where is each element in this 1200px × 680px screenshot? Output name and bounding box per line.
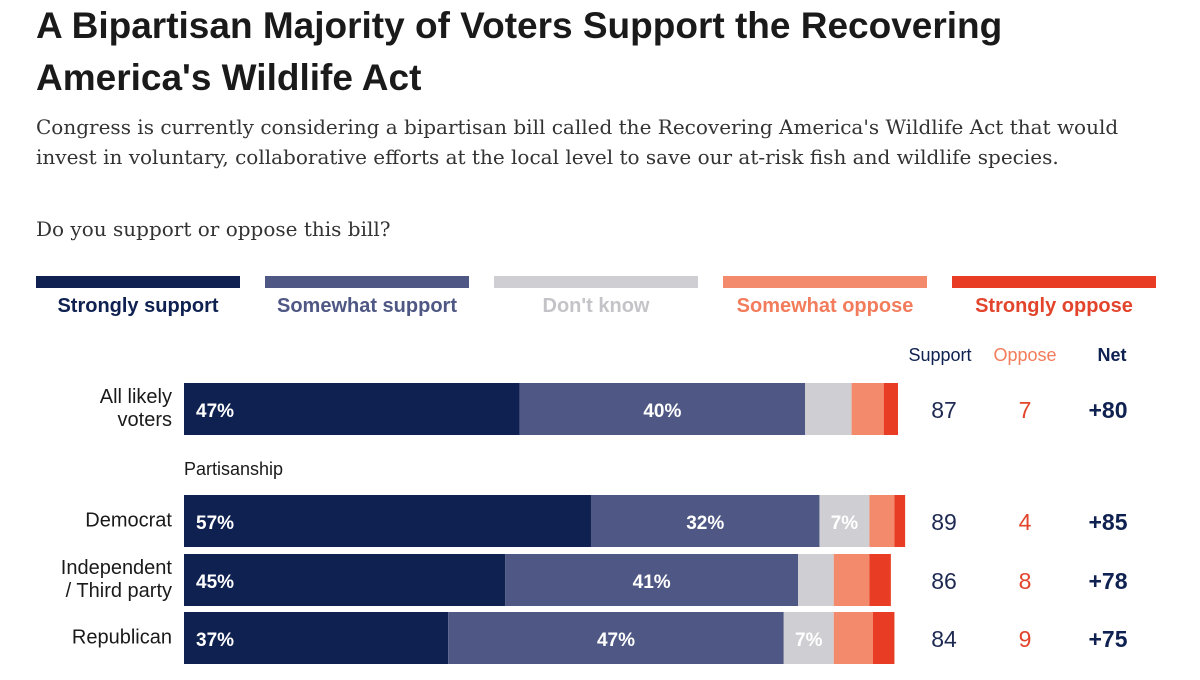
legend-label-somewhat-support: Somewhat support <box>276 295 457 317</box>
support-value-republican: 84 <box>931 626 957 652</box>
net-value-independent-third-party: +78 <box>1088 568 1127 594</box>
oppose-value-republican: 9 <box>1019 626 1032 652</box>
data-label-independent-third-party-strongly-support: 45% <box>196 572 234 593</box>
row-label-democrat: Democrat <box>85 510 172 532</box>
row-label-all-likely-voters: All likely voters <box>100 386 172 431</box>
net-value-all-likely-voters: +80 <box>1088 397 1127 423</box>
legend-swatch-strongly-support <box>36 276 240 288</box>
data-label-democrat-don-t-know: 7% <box>831 513 859 534</box>
column-header-support: Support <box>908 345 972 365</box>
data-label-all-likely-voters-strongly-support: 47% <box>196 401 234 422</box>
data-label-republican-strongly-support: 37% <box>196 630 234 651</box>
bar-all-likely-voters-don-t-know <box>805 383 852 435</box>
column-header-net: Net <box>1097 345 1127 365</box>
bar-republican-somewhat-oppose <box>833 612 874 664</box>
data-label-independent-third-party-somewhat-support: 41% <box>633 572 671 593</box>
chart-subtitle: Congress is currently considering a bipa… <box>36 115 1119 169</box>
legend-label-somewhat-oppose: Somewhat oppose <box>736 295 914 317</box>
legend-swatch-somewhat-oppose <box>723 276 927 288</box>
oppose-value-democrat: 4 <box>1019 509 1032 535</box>
row-label-independent-third-party: Independent / Third party <box>61 557 173 602</box>
data-label-republican-somewhat-support: 47% <box>597 630 635 651</box>
bar-democrat-somewhat-support <box>590 495 820 547</box>
bar-republican-don-t-know <box>783 612 834 664</box>
bar-all-likely-voters-strongly-support <box>184 383 520 435</box>
bar-democrat-strongly-support <box>184 495 591 547</box>
bar-democrat-don-t-know <box>819 495 870 547</box>
data-label-republican-don-t-know: 7% <box>795 630 823 651</box>
column-header-oppose: Oppose <box>993 345 1057 365</box>
bar-independent-third-party-somewhat-support <box>505 554 799 606</box>
legend-swatch-somewhat-support <box>265 276 469 288</box>
data-label-all-likely-voters-somewhat-support: 40% <box>643 401 681 422</box>
bar-all-likely-voters-somewhat-oppose <box>851 383 884 435</box>
support-value-all-likely-voters: 87 <box>931 397 957 423</box>
survey-question: Do you support or oppose this bill? <box>36 217 391 241</box>
bar-all-likely-voters-somewhat-support <box>519 383 806 435</box>
legend-swatch-strongly-oppose <box>952 276 1156 288</box>
bar-all-likely-voters-strongly-oppose <box>883 383 898 435</box>
net-value-republican: +75 <box>1088 626 1127 652</box>
net-value-democrat: +85 <box>1088 509 1127 535</box>
oppose-value-independent-third-party: 8 <box>1019 568 1032 594</box>
bar-independent-third-party-strongly-oppose <box>869 554 891 606</box>
bar-republican-strongly-oppose <box>873 612 895 664</box>
support-value-democrat: 89 <box>931 509 957 535</box>
section-label-partisanship: Partisanship <box>184 459 284 479</box>
data-label-democrat-somewhat-support: 32% <box>686 513 724 534</box>
support-value-independent-third-party: 86 <box>931 568 957 594</box>
bar-republican-strongly-support <box>184 612 449 664</box>
bar-independent-third-party-somewhat-oppose <box>833 554 870 606</box>
bar-democrat-strongly-oppose <box>894 495 906 547</box>
legend-swatch-dont-know <box>494 276 698 288</box>
legend-label-strongly-support: Strongly support <box>57 295 219 317</box>
legend-label-dont-know: Don't know <box>542 295 650 317</box>
legend-label-strongly-oppose: Strongly oppose <box>975 295 1133 317</box>
data-label-democrat-strongly-support: 57% <box>196 513 234 534</box>
bar-democrat-somewhat-oppose <box>869 495 895 547</box>
row-label-republican: Republican <box>72 627 172 649</box>
oppose-value-all-likely-voters: 7 <box>1019 397 1032 423</box>
bar-independent-third-party-strongly-support <box>184 554 506 606</box>
bar-republican-somewhat-support <box>448 612 784 664</box>
chart-title: A Bipartisan Majority of Voters Support … <box>36 5 1003 98</box>
bar-independent-third-party-don-t-know <box>798 554 834 606</box>
